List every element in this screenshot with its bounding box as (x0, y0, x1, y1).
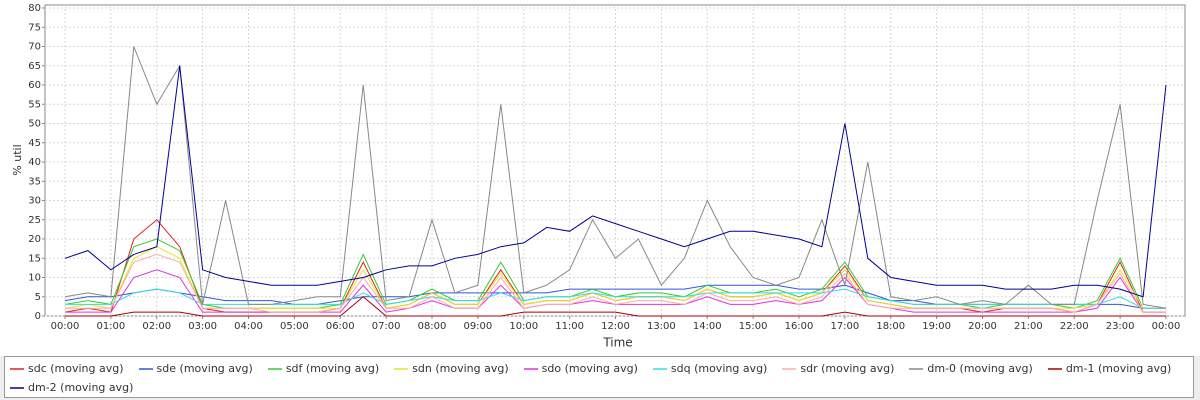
legend-item: dm-2 (moving avg) (9, 378, 133, 397)
x-tick-label: 01:00 (96, 321, 125, 332)
y-axis-label: % util (11, 144, 24, 175)
x-tick-label: 04:00 (234, 321, 263, 332)
y-tick-label: 70 (28, 42, 41, 53)
x-tick-label: 00:00 (1152, 321, 1181, 332)
x-tick-label: 08:00 (418, 321, 447, 332)
legend-item: sdf (moving avg) (267, 359, 379, 378)
legend-item: dm-0 (moving avg) (908, 359, 1033, 378)
legend-swatch (523, 367, 538, 370)
legend-item: sdq (moving avg) (652, 359, 767, 378)
y-tick-label: 55 (28, 99, 41, 110)
legend-label: sdn (moving avg) (412, 362, 509, 375)
x-tick-label: 11:00 (555, 321, 584, 332)
legend: sdc (moving avg) sde (moving avg) sdf (mov… (4, 356, 1194, 398)
chart: % util Time 0 5 10 15 20 25 30 35 40 45 50 55 60 65 70… (0, 0, 1200, 356)
x-tick-label: 20:00 (968, 321, 997, 332)
legend-swatch (10, 386, 24, 389)
legend-item: sdr (moving avg) (781, 359, 894, 378)
legend-swatch (138, 367, 153, 370)
legend-swatch (782, 367, 797, 370)
legend-item: sdc (moving avg) (9, 359, 124, 378)
x-tick-label: 12:00 (601, 321, 630, 332)
series-line (65, 296, 1166, 317)
y-tick-label: 75 (28, 22, 41, 33)
legend-label: dm-0 (moving avg) (927, 362, 1033, 375)
x-tick-label: 03:00 (188, 321, 217, 332)
x-tick-label: 05:00 (280, 321, 309, 332)
y-tick-label: 80 (28, 3, 41, 14)
legend-swatch (652, 367, 667, 370)
series-line (64, 46, 1167, 309)
y-tick-label: 5 (35, 292, 41, 303)
x-tick-label: 16:00 (785, 321, 814, 332)
x-tick-label: 00:00 (51, 321, 80, 332)
x-tick-label: 14:00 (693, 321, 722, 332)
x-tick-label: 23:00 (1106, 321, 1135, 332)
legend-label: dm-1 (moving avg) (1065, 362, 1172, 375)
x-axis-label: Time (602, 336, 632, 350)
y-tick-label: 30 (28, 196, 41, 207)
legend-label: dm-2 (moving avg) (28, 381, 134, 394)
x-tick-label: 18:00 (876, 321, 905, 332)
y-tick-label: 60 (28, 80, 41, 91)
plot-area (44, 4, 1186, 317)
y-tick-label: 35 (28, 176, 41, 187)
legend-item: sdn (moving avg) (393, 359, 509, 378)
y-tick-label: 15 (28, 253, 41, 264)
y-tick-label: 10 (28, 273, 41, 284)
x-tick-label: 09:00 (463, 321, 492, 332)
legend-swatch (267, 367, 282, 370)
x-tick-label: 15:00 (739, 321, 768, 332)
legend-swatch (10, 367, 24, 370)
legend-swatch (1047, 367, 1062, 370)
legend-swatch (909, 367, 924, 370)
x-tick-label: 10:00 (509, 321, 538, 332)
x-tick-label: 02:00 (142, 321, 171, 332)
y-tick-label: 65 (28, 61, 41, 72)
x-tick-label: 21:00 (1014, 321, 1043, 332)
x-tick-label: 22:00 (1060, 321, 1089, 332)
y-tick-label: 20 (28, 234, 41, 245)
legend-item: dm-1 (moving avg) (1047, 359, 1171, 378)
x-tick-label: 19:00 (922, 321, 951, 332)
legend-label: sdc (moving avg) (28, 362, 124, 375)
legend-label: sdo (moving avg) (541, 362, 638, 375)
x-tick-label: 13:00 (647, 321, 676, 332)
legend-item: sdo (moving avg) (523, 359, 638, 378)
y-tick-label: 50 (28, 119, 41, 130)
y-tick-label: 45 (28, 138, 41, 149)
x-tick-label: 06:00 (326, 321, 355, 332)
series-line (65, 253, 1166, 313)
x-tick-label: 07:00 (372, 321, 401, 332)
series-line (64, 65, 1167, 298)
legend-label: sde (moving avg) (156, 362, 253, 375)
y-tick-label: 0 (35, 311, 41, 322)
legend-label: sdr (moving avg) (800, 362, 895, 375)
legend-swatch (394, 367, 409, 370)
y-tick-label: 25 (28, 215, 41, 226)
legend-label: sdq (moving avg) (670, 362, 768, 375)
legend-label: sdf (moving avg) (285, 362, 380, 375)
legend-item: sde (moving avg) (138, 359, 253, 378)
y-tick-label: 40 (28, 157, 41, 168)
x-tick-label: 17:00 (830, 321, 859, 332)
